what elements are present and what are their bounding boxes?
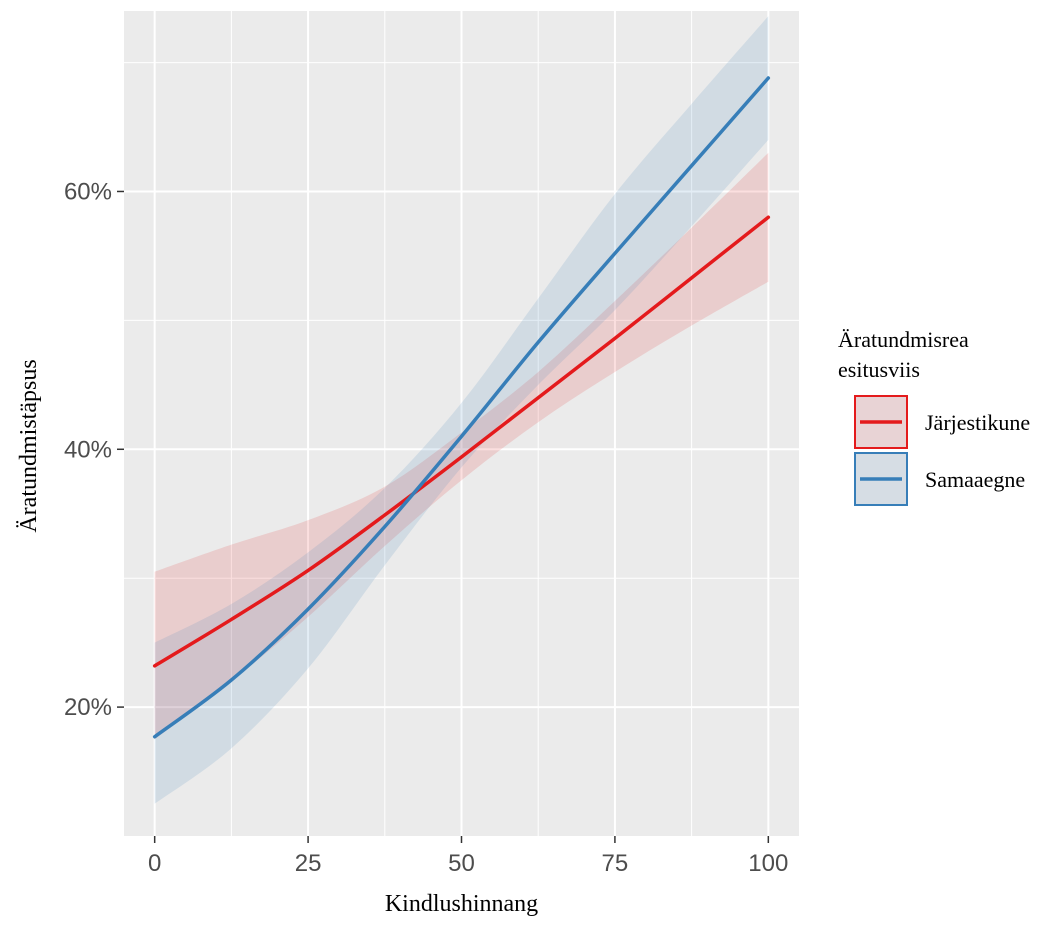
legend-title-line-2: esitusviis — [838, 357, 920, 382]
legend-label-samaaegne: Samaaegne — [925, 467, 1025, 492]
y-axis-title: Äratundmistäpsus — [16, 359, 42, 532]
x-axis: 0 25 50 75 100 — [148, 836, 788, 877]
y-tick-label: 40% — [64, 436, 112, 463]
series-line-1 — [152, 76, 771, 739]
x-tick-label: 50 — [448, 850, 475, 877]
y-tick-label: 20% — [64, 694, 112, 721]
x-tick-label: 75 — [602, 850, 629, 877]
x-tick-label: 0 — [148, 850, 161, 877]
legend: Äratundmisrea esitusviis Järjestikune Sa… — [838, 327, 1030, 506]
legend-title-line-1: Äratundmisrea — [838, 327, 969, 352]
legend-item-samaaegne: Samaaegne — [854, 452, 1025, 506]
legend-label-jarjestikune: Järjestikune — [925, 410, 1030, 435]
legend-item-jarjestikune: Järjestikune — [854, 395, 1030, 449]
y-tick-label: 60% — [64, 178, 112, 205]
confidence-band-0 — [154, 152, 769, 740]
series-line-0 — [152, 215, 771, 668]
y-axis: 20% 40% 60% — [64, 178, 124, 721]
grid-major — [124, 11, 799, 836]
x-tick-label: 100 — [748, 850, 788, 877]
x-tick-label: 25 — [295, 850, 322, 877]
x-axis-title: Kindlushinnang — [385, 891, 538, 917]
series-lines — [152, 76, 771, 739]
